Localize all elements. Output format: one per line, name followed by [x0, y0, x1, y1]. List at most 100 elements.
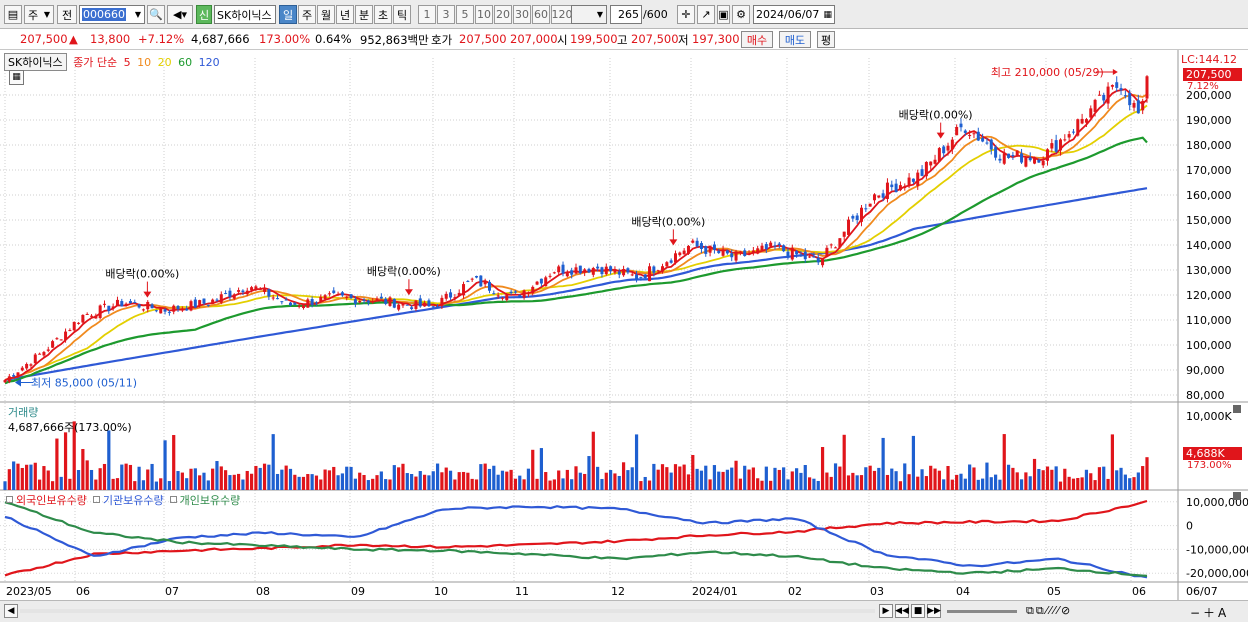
dividend-label: 배당락(0.00%) [899, 109, 973, 122]
candle-body [596, 266, 600, 269]
period-button-3[interactable]: 년 [336, 5, 354, 24]
unit-dropdown[interactable]: ▼ [571, 5, 607, 24]
period-button-4[interactable]: 분 [355, 5, 373, 24]
interval-button-3[interactable]: 3 [437, 5, 455, 24]
period-button-5[interactable]: 초 [374, 5, 392, 24]
candle-body [972, 133, 976, 135]
candle-body [379, 296, 383, 299]
save-icon[interactable]: ▣ [717, 5, 730, 24]
volume-bar [712, 465, 717, 490]
stop-icon[interactable]: ■ [911, 604, 925, 618]
candle-body [64, 331, 68, 341]
volume-bar [319, 479, 323, 490]
volume-bar [159, 478, 163, 490]
candle-body [751, 250, 755, 254]
candle-body [730, 253, 734, 258]
candle-body [795, 251, 799, 255]
date-input[interactable]: 2024/06/07 ▦ [753, 5, 835, 24]
candle-body [782, 245, 786, 252]
volume-bar [111, 478, 115, 490]
volume-bar [518, 475, 522, 490]
interval-button-120[interactable]: 120 [551, 5, 573, 24]
volume-bar [769, 480, 773, 490]
evaluation-button[interactable]: 평 [817, 31, 835, 48]
chart-area[interactable]: 80,000 90,000 100,000 110,000 120,000 130,000… [0, 50, 1248, 600]
volume-bar [397, 467, 401, 490]
prev-button[interactable]: 전 [57, 5, 77, 24]
high-label: 고 [617, 33, 628, 47]
volume-bar [855, 475, 859, 490]
rewind-icon[interactable]: ◀◀ [895, 604, 909, 618]
candle-body [232, 294, 236, 299]
sell-button[interactable]: 매도 [779, 31, 811, 48]
panel-close-icon[interactable] [1233, 492, 1241, 500]
candle-body [301, 305, 305, 308]
panel-close-icon[interactable] [1233, 405, 1241, 413]
candle-body [916, 172, 920, 186]
gear-icon[interactable]: ⚙ [732, 5, 750, 24]
volume-bar [691, 454, 695, 490]
volume-bar [46, 470, 50, 490]
candle-body [276, 298, 280, 300]
drawing-tools-icon[interactable]: ⧉⧉⁄⁄⁄⁄⊘ [1026, 604, 1073, 617]
calendar-icon[interactable]: ▦ [823, 9, 832, 20]
interval-button-20[interactable]: 20 [494, 5, 512, 24]
count-input[interactable]: 265 [610, 5, 642, 24]
table-toggle-icon[interactable]: ▦ [9, 70, 24, 85]
volume-bar [211, 468, 215, 490]
search-icon[interactable]: 🔍 [147, 5, 165, 24]
crosshair-icon[interactable]: ✛ [677, 5, 695, 24]
buy-button[interactable]: 매수 [741, 31, 773, 48]
volume-bar [314, 475, 319, 490]
period-button-0[interactable]: 일 [279, 5, 297, 24]
volume-bar [50, 481, 55, 490]
candle-body [1123, 95, 1127, 97]
lc-label: LC:144.12 [1181, 53, 1238, 66]
scroll-track[interactable] [20, 609, 875, 613]
volume-bar [401, 463, 405, 490]
fast-forward-icon[interactable]: ▶▶ [927, 604, 941, 618]
volume-bar [881, 437, 885, 490]
volume-bar [410, 474, 414, 490]
window-menu-icon[interactable]: ▤ [4, 5, 22, 24]
stock-name-chip[interactable]: SK하이닉스 [4, 53, 67, 71]
speaker-icon[interactable]: ◀▾ [167, 5, 193, 24]
volume-bar [414, 476, 418, 490]
period-button-1[interactable]: 주 [298, 5, 316, 24]
candle-body [1015, 150, 1019, 156]
candle-body [440, 297, 444, 307]
period-button-6[interactable]: 틱 [393, 5, 411, 24]
scroll-right-icon[interactable]: ▶ [879, 604, 893, 618]
candle-body [985, 142, 989, 144]
volume-bar [297, 476, 301, 490]
interval-button-10[interactable]: 10 [475, 5, 493, 24]
price-tick-label: 120,000 [1186, 289, 1232, 302]
volume-bar [933, 468, 937, 490]
trendline-icon[interactable]: ↗ [697, 5, 715, 24]
period-button-2[interactable]: 월 [317, 5, 335, 24]
stock-code-input[interactable]: 000660 ▼ [79, 5, 145, 24]
volume-bar [786, 479, 790, 490]
volume-bar [989, 477, 993, 490]
candle-body [505, 294, 509, 301]
chevron-down-icon: ▼ [596, 10, 603, 19]
interval-button-1[interactable]: 1 [418, 5, 436, 24]
status-bar: ◀ ▶ ◀◀ ■ ▶▶ ⧉⧉⁄⁄⁄⁄⊘ −＋A [0, 600, 1248, 622]
scroll-left-icon[interactable]: ◀ [4, 604, 18, 618]
zoom-controls-icon[interactable]: −＋A [1190, 606, 1230, 620]
volume-bar [795, 468, 799, 490]
zoom-slider[interactable] [947, 610, 1017, 613]
interval-button-60[interactable]: 60 [532, 5, 550, 24]
holdings-tick-label: -10,000,000 [1186, 543, 1248, 556]
candle-body [1020, 153, 1024, 163]
candle-body [405, 304, 409, 306]
period-select[interactable]: 주 ▼ [24, 5, 54, 24]
volume-bar [942, 479, 946, 490]
interval-button-30[interactable]: 30 [513, 5, 531, 24]
interval-button-5[interactable]: 5 [456, 5, 474, 24]
candle-body [449, 292, 453, 298]
volume-bar [1080, 477, 1084, 490]
volume-bar [1045, 466, 1050, 490]
candle-body [1136, 100, 1140, 114]
